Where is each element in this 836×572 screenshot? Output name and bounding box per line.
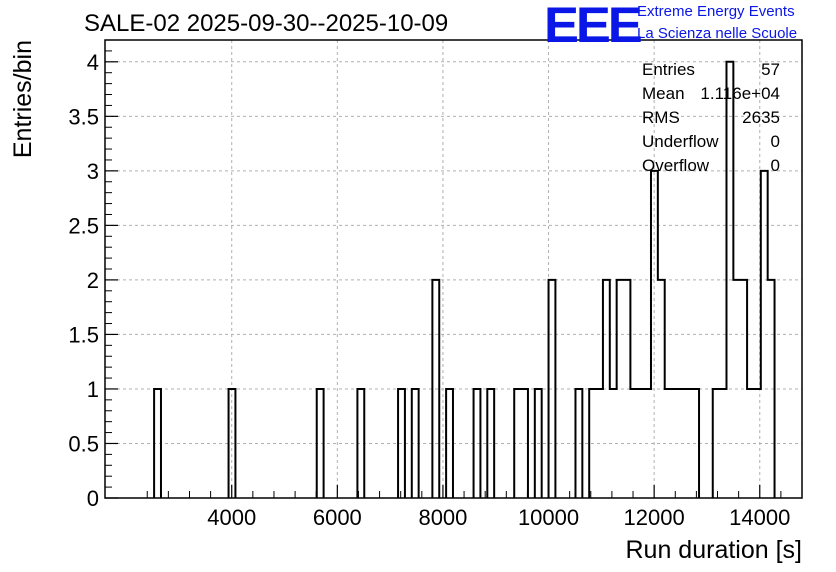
y-tick-label: 2 (87, 268, 99, 293)
stats-label: Overflow (642, 156, 710, 175)
x-tick-label: 14000 (729, 505, 790, 530)
stats-value: 2635 (742, 108, 780, 127)
histogram-outline (153, 60, 776, 498)
y-axis-label: Entries/bin (9, 40, 37, 158)
x-tick-label: 8000 (418, 505, 467, 530)
stats-label: RMS (642, 108, 680, 127)
stats-value: 57 (761, 60, 780, 79)
x-axis-label: Run duration [s] (626, 536, 803, 564)
x-tick-label: 12000 (624, 505, 685, 530)
y-tick-label: 1 (87, 377, 99, 402)
y-tick-label: 3 (87, 159, 99, 184)
stats-row-entries: Entries 57 (642, 58, 780, 82)
y-tick-label: 2.5 (68, 213, 99, 238)
stats-box: Entries 57 Mean 1.116e+04 RMS 2635 Under… (642, 58, 780, 178)
stats-value: 0 (770, 132, 780, 151)
y-tick-label: 4 (87, 50, 99, 75)
stats-label: Mean (642, 84, 685, 103)
y-tick-label: 1.5 (68, 322, 99, 347)
logo-tagline-1: Extreme Energy Events (637, 3, 795, 20)
eee-logo: EEE (544, 0, 643, 53)
chart-title: SALE-02 2025-09-30--2025-10-09 (84, 10, 449, 37)
logo-tagline-2: La Scienza nelle Scuole (637, 25, 798, 42)
stats-value: 0 (770, 156, 780, 175)
stats-row-mean: Mean 1.116e+04 (642, 82, 780, 106)
x-tick-label: 10000 (518, 505, 579, 530)
stats-value: 1.116e+04 (700, 84, 780, 103)
y-axis-ticks: 0 0.5 1 1.5 2 2.5 3 3.5 4 (68, 50, 118, 511)
stats-row-underflow: Underflow 0 (642, 130, 780, 154)
stats-label: Underflow (642, 132, 719, 151)
y-tick-label: 0.5 (68, 431, 99, 456)
stats-row-rms: RMS 2635 (642, 106, 780, 130)
stats-row-overflow: Overflow 0 (642, 154, 780, 178)
y-tick-label: 3.5 (68, 104, 99, 129)
y-tick-label: 0 (87, 486, 99, 511)
x-axis-ticks: 4000 6000 8000 10000 12000 14000 (104, 485, 803, 530)
x-tick-label: 4000 (207, 505, 256, 530)
x-tick-label: 6000 (313, 505, 362, 530)
stats-label: Entries (642, 60, 695, 79)
